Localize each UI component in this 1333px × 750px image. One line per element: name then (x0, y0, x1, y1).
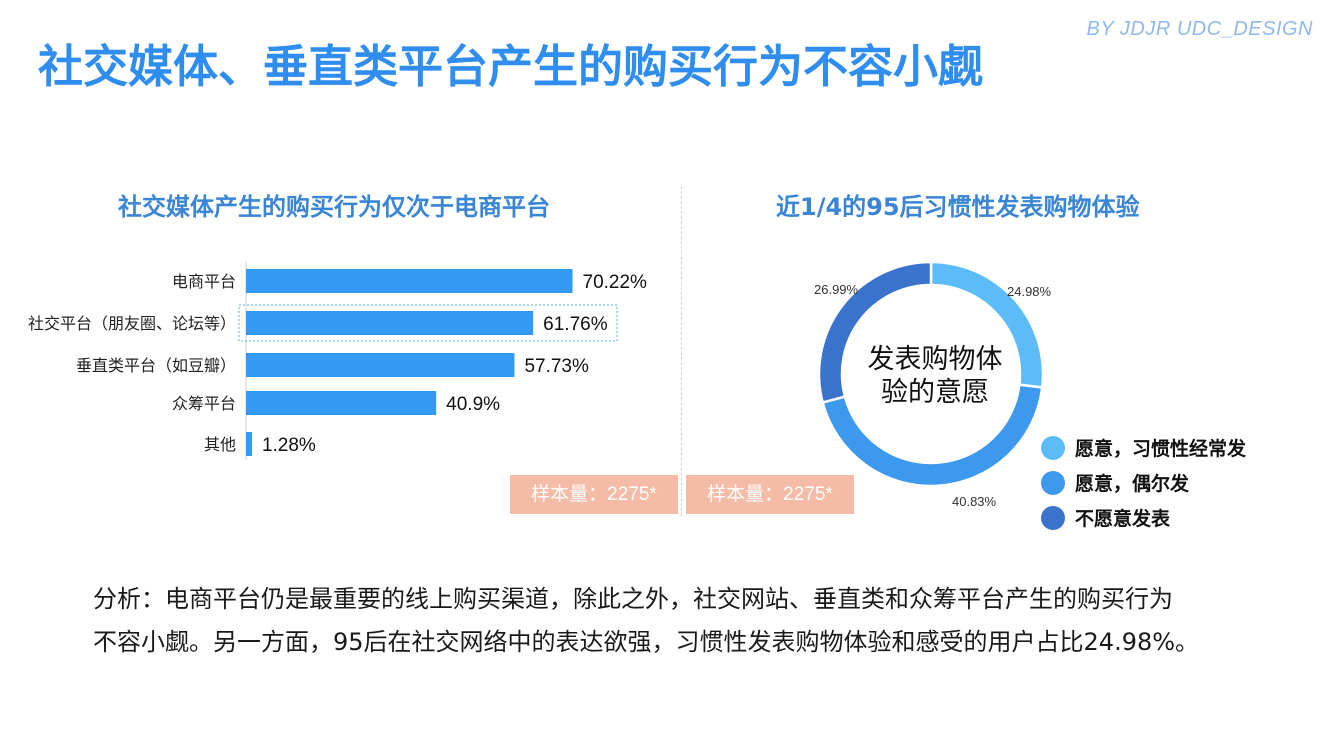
category-label: 其他 (204, 435, 236, 454)
legend-swatch (1041, 505, 1065, 530)
analysis-line: 分析：电商平台仍是最重要的线上购买渠道，除此之外，社交网站、垂直类和众筹平台产生… (93, 585, 1173, 613)
category-label: 电商平台 (172, 272, 236, 291)
bar (246, 311, 534, 335)
bar-sample-badge: 样本量：2275* (510, 475, 678, 514)
donut-legend: 愿意，习惯性经常发 愿意，偶尔发 不愿意发表 (1041, 430, 1246, 535)
data-label: 70.22% (583, 272, 648, 293)
donut-center-text: 验的意愿 (881, 377, 989, 408)
slice-label: 26.99% (814, 282, 859, 297)
bar (246, 391, 437, 415)
donut-center-text: 发表购物体 (868, 344, 1003, 375)
donut-sample-badge: 样本量：2275* (686, 475, 854, 514)
category-label: 社交平台（朋友圈、论坛等） (28, 314, 236, 333)
data-label: 57.73% (524, 356, 589, 377)
analysis-text: 分析：电商平台仍是最重要的线上购买渠道，除此之外，社交网站、垂直类和众筹平台产生… (93, 578, 1273, 664)
bar-chart: 电商平台 70.22% 社交平台（朋友圈、论坛等） 61.76% 垂直类平台（如豆瓣） 5… (28, 262, 648, 460)
category-label: 垂直类平台（如豆瓣） (76, 356, 236, 375)
legend-item-sometimes: 愿意，偶尔发 (1041, 465, 1246, 500)
page-title: 社交媒体、垂直类平台产生的购买行为不容小觑 (38, 40, 984, 93)
donut-slice (817, 260, 933, 404)
legend-swatch (1041, 470, 1065, 495)
bar (246, 432, 252, 456)
legend-label: 愿意，习惯性经常发 (1075, 438, 1247, 460)
bar (246, 269, 573, 293)
legend-label: 不愿意发表 (1075, 508, 1171, 530)
brand-watermark: BY JDJR UDC_DESIGN (1086, 18, 1313, 40)
data-label: 61.76% (543, 314, 608, 335)
category-label: 众筹平台 (172, 394, 236, 413)
legend-label: 愿意，偶尔发 (1075, 473, 1190, 495)
bar (246, 353, 515, 377)
donut-chart-title: 近1/4的95后习惯性发表购物体验 (776, 193, 1140, 221)
section-divider (681, 186, 682, 516)
legend-item-often: 愿意，习惯性经常发 (1041, 430, 1246, 465)
bar-chart-title: 社交媒体产生的购买行为仅次于电商平台 (118, 193, 550, 221)
legend-item-never: 不愿意发表 (1041, 500, 1246, 535)
data-label: 1.28% (262, 435, 316, 456)
slice-label: 40.83% (952, 494, 997, 509)
legend-swatch (1041, 435, 1065, 460)
slice-label: 24.98% (1007, 284, 1052, 299)
data-label: 40.9% (446, 394, 500, 415)
analysis-line: 不容小觑。另一方面，95后在社交网络中的表达欲强，习惯性发表购物体验和感受的用户… (93, 628, 1200, 656)
selection-frame (238, 304, 618, 342)
